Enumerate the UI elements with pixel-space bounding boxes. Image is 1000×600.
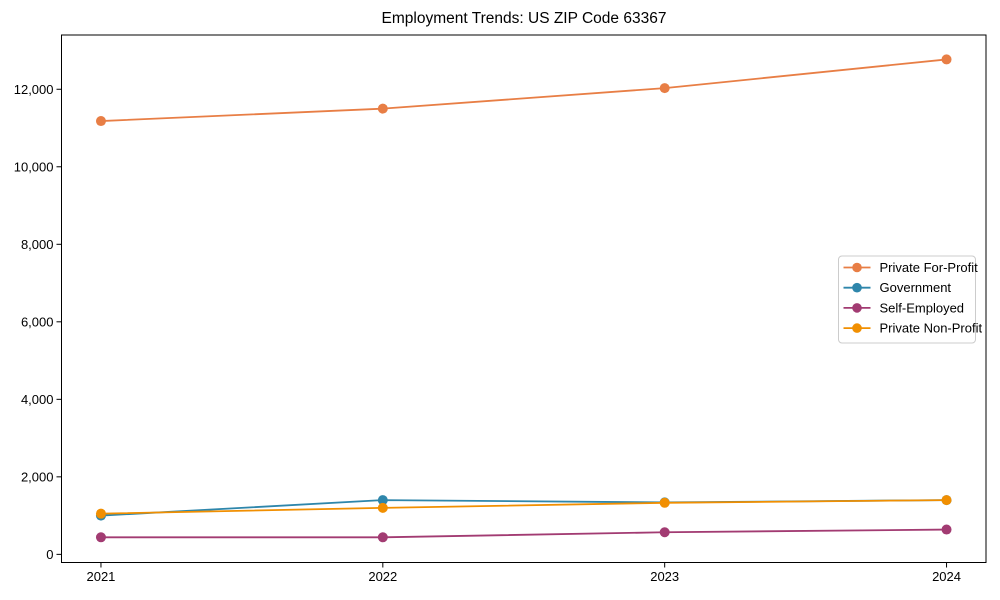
data-point-private-non-profit-2022 [377, 502, 388, 513]
legend-label: Private Non-Profit [880, 321, 983, 336]
data-point-self-employed-2022 [377, 532, 388, 543]
data-point-private-non-profit-2021 [95, 508, 106, 519]
series-line-self-employed [100, 528, 948, 539]
y-axis-tick-label: 12,000 [14, 82, 54, 97]
y-axis-tick-label: 10,000 [14, 159, 54, 174]
series-line-government [100, 499, 948, 517]
data-point-private-non-profit-2024 [941, 495, 952, 506]
legend-marker-private-for-profit-icon [852, 262, 862, 273]
data-point-government-2022 [377, 495, 388, 506]
y-axis-tick-label: 6,000 [21, 314, 54, 329]
legend-label: Government [880, 280, 952, 295]
data-point-private-non-profit-2023 [659, 497, 670, 508]
legend-marker-government-icon [852, 282, 862, 293]
data-point-self-employed-2024 [941, 524, 952, 535]
legend-label: Self-Employed [880, 300, 965, 315]
legend-item-self-employed: Self-Employed [843, 300, 965, 315]
legend-marker-private-non-profit-icon [852, 323, 862, 333]
data-point-private-for-profit-2021 [95, 116, 106, 127]
legend-item-government: Government [843, 280, 952, 295]
data-point-private-for-profit-2024 [941, 54, 952, 65]
data-point-self-employed-2021 [95, 532, 106, 543]
plot-area: 0 2,000 4,000 6,000 8,000 10,000 12,000 2021 202… [14, 34, 987, 584]
x-axis-tick-label: 2022 [368, 569, 397, 584]
chart-title: Employment Trends: US ZIP Code 63367 [382, 10, 667, 27]
legend: Private For-Profit Government Self-Employe… [838, 255, 983, 344]
y-axis-tick-label: 0 [46, 547, 53, 562]
y-axis-tick-label: 4,000 [21, 392, 54, 407]
y-axis-tick-label: 2,000 [21, 469, 54, 484]
y-axis-tick-label: 8,000 [21, 237, 54, 252]
legend-label: Private For-Profit [880, 260, 979, 275]
series-line-private-for-profit [100, 58, 948, 122]
data-point-private-for-profit-2022 [377, 103, 388, 114]
plot-frame [61, 34, 987, 563]
legend-marker-self-employed-icon [852, 303, 862, 313]
data-point-self-employed-2023 [659, 527, 670, 538]
legend-item-private-non-profit: Private Non-Profit [843, 321, 983, 336]
x-axis-tick-label: 2021 [86, 569, 115, 584]
x-axis-tick-label: 2023 [650, 569, 679, 584]
legend-item-private-for-profit: Private For-Profit [843, 260, 979, 275]
series-line-private-non-profit [100, 499, 948, 515]
data-point-private-for-profit-2023 [659, 83, 670, 94]
legend-box [838, 255, 976, 344]
x-axis-tick-label: 2024 [932, 569, 961, 584]
